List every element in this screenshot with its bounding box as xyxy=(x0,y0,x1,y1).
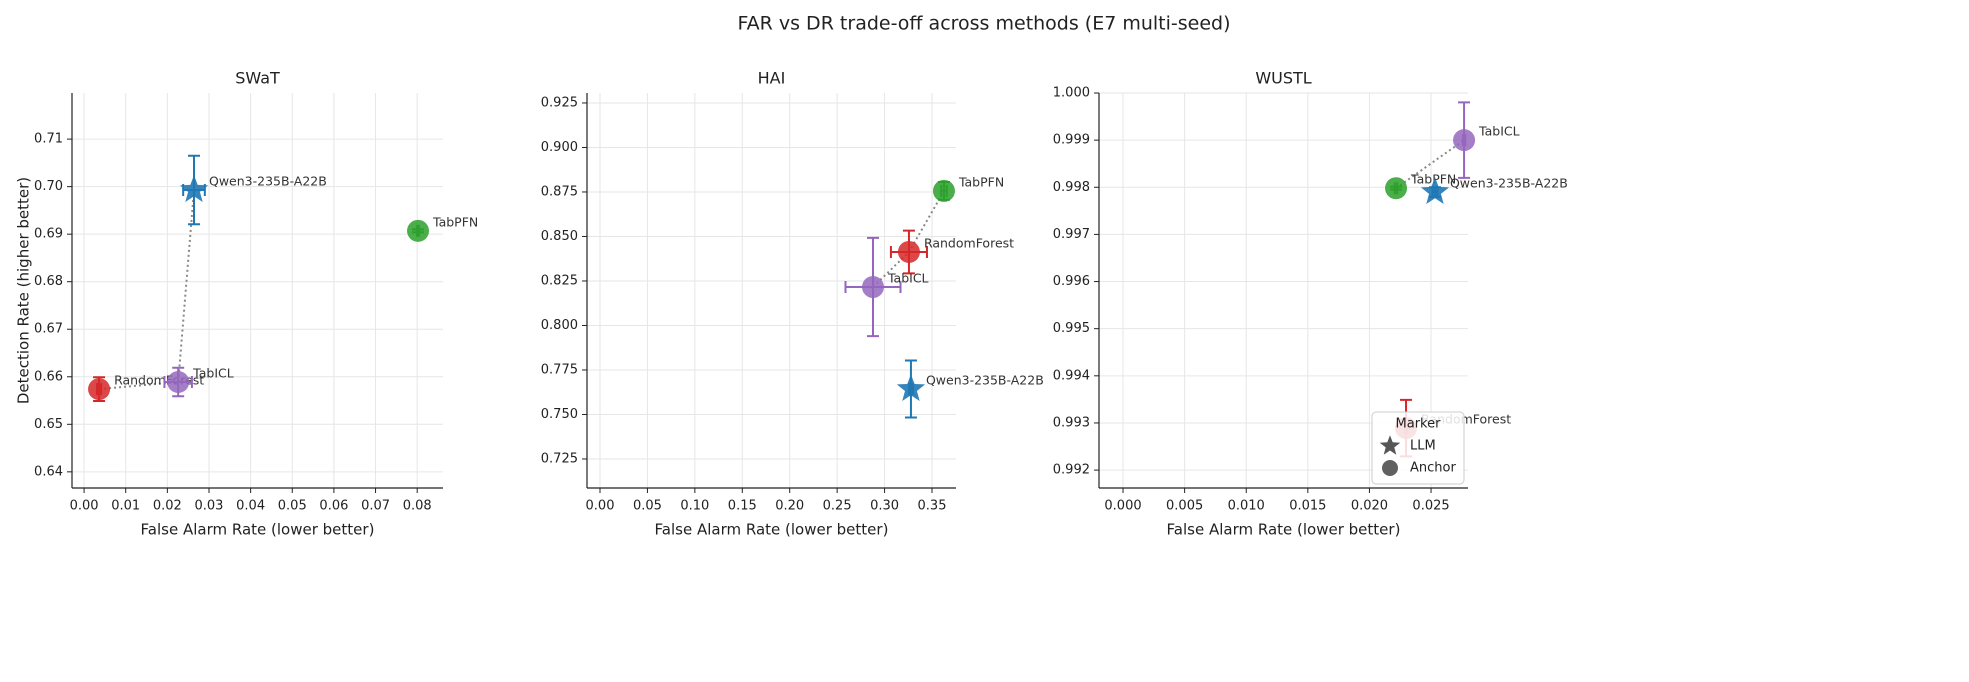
x-tick-label: 0.06 xyxy=(319,499,348,514)
x-tick-label: 0.05 xyxy=(278,499,307,514)
x-axis-label: False Alarm Rate (lower better) xyxy=(655,521,889,539)
x-tick-label: 0.10 xyxy=(680,499,709,514)
y-tick-label: 0.67 xyxy=(34,322,63,337)
circle-marker xyxy=(88,378,111,401)
circle-marker xyxy=(932,179,955,202)
y-tick-label: 0.69 xyxy=(34,227,63,242)
point-label: RandomForest xyxy=(114,373,204,388)
frontier-line xyxy=(99,189,195,391)
circle-marker xyxy=(167,371,190,394)
star-marker xyxy=(179,175,209,202)
x-tick-label: 0.08 xyxy=(403,499,432,514)
y-tick-label: 0.775 xyxy=(541,362,578,377)
y-tick-label: 0.800 xyxy=(541,318,578,333)
x-tick-label: 0.015 xyxy=(1289,499,1326,514)
y-tick-label: 0.64 xyxy=(34,464,63,479)
y-tick-label: 0.875 xyxy=(541,184,578,199)
point-label: TabPFN xyxy=(958,174,1004,189)
x-tick-label: 0.025 xyxy=(1412,499,1449,514)
y-tick-label: 0.999 xyxy=(1053,133,1090,148)
frontier-line xyxy=(1395,139,1465,190)
y-tick-label: 0.70 xyxy=(34,179,63,194)
y-tick-label: 0.996 xyxy=(1053,274,1090,289)
x-tick-label: 0.35 xyxy=(918,499,947,514)
subplot-title: WUSTL xyxy=(1255,69,1311,88)
y-tick-label: 0.994 xyxy=(1053,368,1090,383)
y-tick-label: 0.850 xyxy=(541,229,578,244)
x-axis-label: False Alarm Rate (lower better) xyxy=(141,521,375,539)
x-tick-label: 0.00 xyxy=(586,499,615,514)
x-tick-label: 0.04 xyxy=(236,499,265,514)
x-tick-label: 0.30 xyxy=(870,499,899,514)
legend-label: Anchor xyxy=(1410,461,1456,476)
star-marker xyxy=(1379,435,1401,455)
subplot-title: HAI xyxy=(758,69,786,88)
point-label: TabICL xyxy=(1478,124,1520,139)
y-tick-label: 1.000 xyxy=(1053,86,1090,101)
y-tick-label: 0.65 xyxy=(34,417,63,432)
y-tick-label: 0.750 xyxy=(541,407,578,422)
point-label: TabICL xyxy=(887,271,929,286)
y-tick-label: 0.925 xyxy=(541,95,578,110)
x-tick-label: 0.01 xyxy=(111,499,140,514)
point-label: Qwen3-235B-A22B xyxy=(926,373,1044,388)
point-label: TabPFN xyxy=(432,214,478,229)
x-tick-label: 0.05 xyxy=(633,499,662,514)
point-label: Qwen3-235B-A22B xyxy=(1450,175,1568,190)
y-tick-label: 0.998 xyxy=(1053,180,1090,195)
circle-marker xyxy=(1385,177,1408,200)
x-tick-label: 0.15 xyxy=(728,499,757,514)
y-tick-label: 0.997 xyxy=(1053,227,1090,242)
star-marker xyxy=(1420,177,1450,204)
y-tick-label: 0.71 xyxy=(34,132,63,147)
figure-title: FAR vs DR trade-off across methods (E7 m… xyxy=(737,13,1230,35)
x-tick-label: 0.07 xyxy=(361,499,390,514)
circle-marker xyxy=(1382,460,1398,476)
point-label: Qwen3-235B-A22B xyxy=(209,173,327,188)
x-tick-label: 0.03 xyxy=(195,499,224,514)
point-label: RandomForest xyxy=(924,235,1014,250)
star-marker xyxy=(896,374,926,401)
x-tick-label: 0.20 xyxy=(775,499,804,514)
point-label: TabICL xyxy=(192,366,234,381)
y-tick-label: 0.68 xyxy=(34,274,63,289)
y-tick-label: 0.66 xyxy=(34,369,63,384)
x-axis-label: False Alarm Rate (lower better) xyxy=(1167,521,1401,539)
y-tick-label: 0.993 xyxy=(1053,415,1090,430)
x-tick-label: 0.010 xyxy=(1228,499,1265,514)
x-tick-label: 0.000 xyxy=(1104,499,1141,514)
x-tick-label: 0.00 xyxy=(70,499,99,514)
point-label: TabPFN xyxy=(1410,172,1456,187)
x-tick-label: 0.020 xyxy=(1351,499,1388,514)
x-tick-label: 0.25 xyxy=(823,499,852,514)
circle-marker xyxy=(861,276,884,299)
y-tick-label: 0.992 xyxy=(1053,463,1090,478)
subplot-title: SWaT xyxy=(235,69,280,88)
x-tick-label: 0.005 xyxy=(1166,499,1203,514)
y-tick-label: 0.725 xyxy=(541,451,578,466)
circle-marker xyxy=(1453,129,1476,152)
y-axis-label: Detection Rate (higher better) xyxy=(15,177,33,404)
legend-title: Marker xyxy=(1396,417,1442,432)
y-tick-label: 0.825 xyxy=(541,273,578,288)
y-tick-label: 0.995 xyxy=(1053,321,1090,336)
y-tick-label: 0.900 xyxy=(541,140,578,155)
x-tick-label: 0.02 xyxy=(153,499,182,514)
legend-label: LLM xyxy=(1410,439,1436,454)
circle-marker xyxy=(407,219,430,242)
circle-marker xyxy=(897,240,920,263)
